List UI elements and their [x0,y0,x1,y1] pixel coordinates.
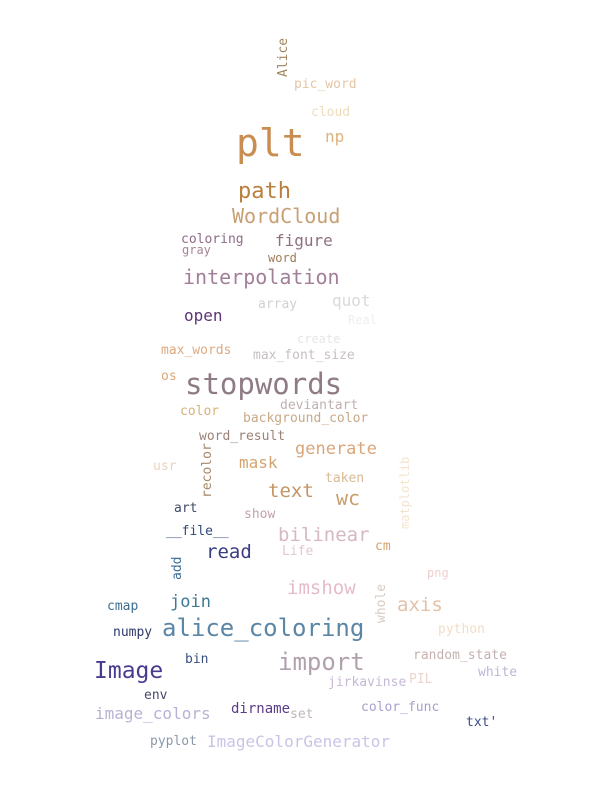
cloud-word: word [268,251,297,265]
cloud-word: recolor [200,443,215,498]
cloud-word: read [206,541,252,563]
cloud-word: alice_coloring [162,614,364,642]
cloud-word: wc [336,486,360,510]
cloud-word: art [174,501,197,516]
cloud-word: create [297,332,340,346]
cloud-word: bin [185,652,208,667]
cloud-word: Alice [276,38,291,77]
cloud-word: python [438,622,485,637]
cloud-word: numpy [113,625,152,640]
cloud-word: ImageColorGenerator [207,732,390,751]
cloud-word: coloring [181,232,244,247]
cloud-word: cloud [311,105,350,120]
cloud-word: cm [375,539,391,554]
cloud-word: __file__ [166,524,229,539]
cloud-word: pyplot [150,734,197,749]
cloud-word: white [478,665,517,680]
cloud-word: mask [239,453,278,472]
cloud-word: add [170,557,185,580]
cloud-word: random_state [413,648,507,663]
cloud-word: open [184,306,223,325]
cloud-word: usr [153,459,177,474]
cloud-word: jirkavinse [328,675,406,690]
cloud-word: WordCloud [232,204,340,228]
cloud-word: show [244,507,275,522]
cloud-word: interpolation [183,265,340,289]
cloud-word: gray [182,243,211,257]
cloud-word: color [180,404,219,419]
cloud-word: max_font_size [253,348,355,363]
cloud-word: set [290,707,313,722]
cloud-word: axis [397,594,443,616]
cloud-word: Life [282,544,313,559]
cloud-word: plt [236,121,305,165]
cloud-word: stopwords [185,367,342,401]
cloud-word: quot [332,291,371,310]
cloud-word: png [427,566,449,580]
cloud-word: taken [325,471,364,486]
cloud-word: background_color [243,411,368,426]
cloud-word: path [238,179,291,204]
cloud-word: PIL [409,672,433,687]
cloud-word: import [278,648,365,676]
cloud-word: join [170,592,211,612]
cloud-word: array [258,297,297,312]
cloud-word: text [268,480,314,502]
cloud-word: max_words [161,343,231,358]
cloud-word: matplotlib [398,457,412,529]
cloud-word: env [144,688,168,703]
cloud-word: os [161,369,177,384]
cloud-word: dirname [231,701,290,717]
cloud-word: color_func [361,700,439,715]
cloud-word: Image [94,658,163,684]
cloud-word: word_result [199,429,285,444]
cloud-word: generate [295,439,377,459]
cloud-word: whole [374,584,389,623]
cloud-word: Real [348,313,377,327]
cloud-word: pic_word [294,77,357,92]
cloud-word: deviantart [280,398,358,413]
cloud-word: image_colors [95,704,211,723]
cloud-word: bilinear [278,524,370,546]
cloud-word: cmap [107,599,138,614]
cloud-word: txt' [466,715,497,730]
cloud-word: figure [275,231,333,250]
cloud-word: imshow [287,577,356,599]
cloud-word: np [325,127,344,146]
